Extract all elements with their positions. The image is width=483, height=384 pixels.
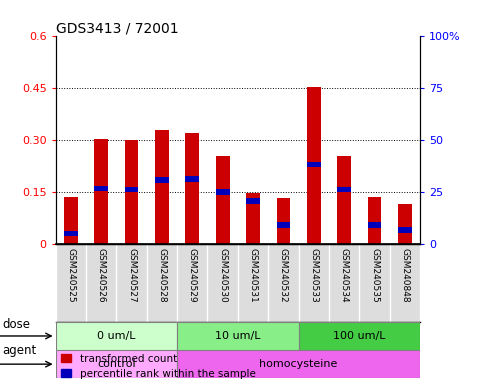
Text: GDS3413 / 72001: GDS3413 / 72001	[56, 22, 178, 35]
Text: GSM240532: GSM240532	[279, 248, 288, 303]
Bar	[56, 322, 177, 350]
Bar	[155, 177, 169, 183]
Bar	[177, 322, 298, 350]
Bar	[94, 139, 108, 244]
Bar	[56, 350, 177, 378]
Text: dose: dose	[2, 318, 30, 331]
Bar	[307, 87, 321, 244]
Text: GSM240528: GSM240528	[157, 248, 167, 303]
Bar	[216, 156, 229, 244]
Bar	[246, 198, 260, 204]
Text: GSM240527: GSM240527	[127, 248, 136, 303]
Text: GSM240535: GSM240535	[370, 248, 379, 303]
Text: homocysteine: homocysteine	[259, 359, 338, 369]
Bar	[368, 222, 382, 228]
Text: GSM240525: GSM240525	[66, 248, 75, 303]
Bar	[338, 187, 351, 192]
Bar	[398, 227, 412, 233]
Bar	[298, 322, 420, 350]
Text: GSM240848: GSM240848	[400, 248, 410, 303]
Text: 10 um/L: 10 um/L	[215, 331, 261, 341]
Bar	[216, 189, 229, 195]
Bar	[338, 156, 351, 244]
Bar	[307, 162, 321, 167]
Text: GSM240534: GSM240534	[340, 248, 349, 303]
Bar	[185, 133, 199, 244]
Bar	[398, 204, 412, 244]
Text: control: control	[97, 359, 136, 369]
Bar	[246, 193, 260, 244]
Text: GSM240531: GSM240531	[249, 248, 257, 303]
Bar	[185, 176, 199, 182]
Bar	[277, 222, 290, 228]
Legend: transformed count, percentile rank within the sample: transformed count, percentile rank withi…	[61, 354, 256, 379]
Bar	[94, 186, 108, 191]
Text: GSM240533: GSM240533	[309, 248, 318, 303]
Text: GSM240526: GSM240526	[97, 248, 106, 303]
Text: GSM240530: GSM240530	[218, 248, 227, 303]
Text: 100 um/L: 100 um/L	[333, 331, 386, 341]
Text: agent: agent	[2, 344, 37, 357]
Bar	[125, 140, 138, 244]
Bar	[277, 199, 290, 244]
Bar	[368, 197, 382, 244]
Bar	[177, 350, 420, 378]
Bar	[64, 197, 78, 244]
Bar	[64, 231, 78, 237]
Text: GSM240529: GSM240529	[188, 248, 197, 303]
Bar	[155, 130, 169, 244]
Text: 0 um/L: 0 um/L	[97, 331, 136, 341]
Bar	[125, 187, 138, 192]
